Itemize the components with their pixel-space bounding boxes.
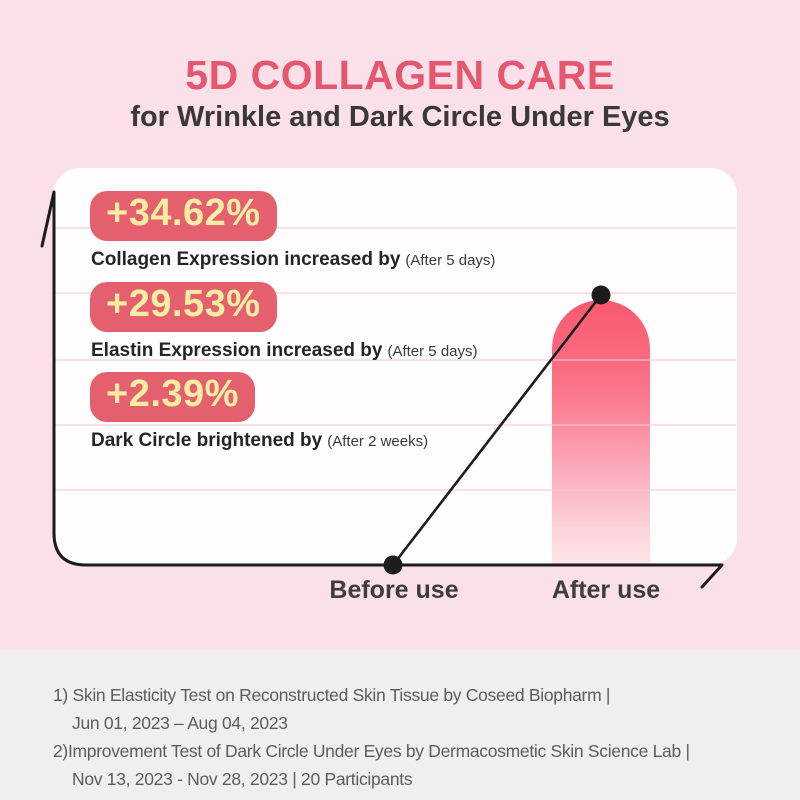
x-axis-label-after-use: After use [551,576,661,604]
after-use-bar [552,300,650,565]
stat-label-dark-circle-text: Dark Circle brightened by [91,430,323,451]
page-title: 5D COLLAGEN CARE [185,52,615,98]
stat-label-collagen-text: Collagen Expression increased by [91,249,401,270]
stat-label-collagen: Collagen Expression increased by (After 5… [91,249,495,271]
stat-badge-dark-circle: +2.39% [90,372,255,422]
gridlines [54,227,736,491]
stat-note-elastin: (After 5 days) [387,343,478,360]
stat-badge-elastin: +29.53% [90,282,277,332]
footnote-line-3: 2)Improvement Test of Dark Circle Under … [53,741,690,761]
stat-note-dark-circle: (After 2 weeks) [327,433,429,450]
footnote-line-4: Nov 13, 2023 - Nov 28, 2023 | 20 Partici… [72,769,413,789]
trend-line [391,294,603,566]
stat-note-collagen: (After 5 days) [405,252,496,269]
stat-label-dark-circle: Dark Circle brightened by (After 2 weeks) [91,430,428,452]
footnotes: 1) Skin Elasticity Test on Reconstructed… [53,681,690,793]
footer: 1) Skin Elasticity Test on Reconstructed… [0,650,800,800]
footnote-line-1: 1) Skin Elasticity Test on Reconstructed… [53,685,611,705]
x-axis-label-before-use: Before use [329,576,459,604]
stat-label-elastin-text: Elastin Expression increased by [91,340,383,361]
stat-badge-collagen: +34.62% [90,191,277,241]
stat-label-elastin: Elastin Expression increased by (After 5 … [91,340,478,362]
axis-lines [40,190,724,589]
page-subtitle: for Wrinkle and Dark Circle Under Eyes [130,101,670,133]
data-point-before-use [383,555,403,575]
footnote-line-2: Jun 01, 2023 – Aug 04, 2023 [72,713,288,733]
data-point-after-use [591,285,611,305]
